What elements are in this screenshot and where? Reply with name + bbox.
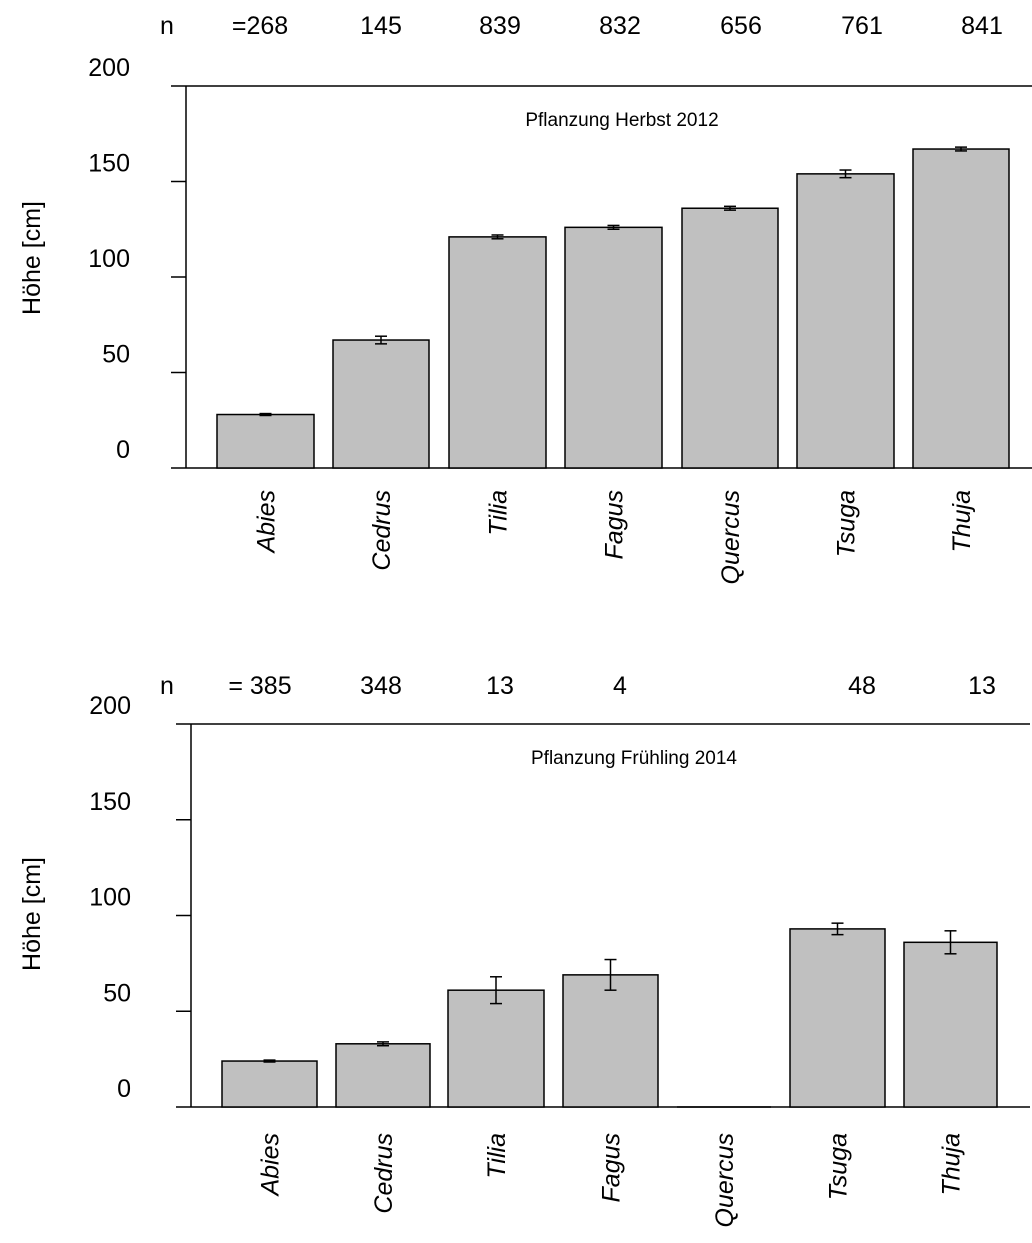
chart2-x-tick-label-quercus: Quercus <box>711 1133 739 1227</box>
chart1-x-tick-label-thuja: Thuja <box>948 490 976 553</box>
chart1-n-label-thuja: 841 <box>961 12 1003 40</box>
chart1-y-tick-label-100: 100 <box>88 245 130 273</box>
chart2-n-prefix: n <box>160 672 174 700</box>
chart1-n-label-quercus: 656 <box>720 12 762 40</box>
chart2-bar-cedrus <box>335 1043 431 1108</box>
chart2-x-tick-label-fagus: Fagus <box>598 1133 626 1202</box>
chart1-n-label-fagus: 832 <box>599 12 641 40</box>
chart2-x-tick-label-tilia: Tilia <box>483 1133 511 1179</box>
chart2-n-label-abies: = 385 <box>228 672 291 700</box>
chart1-n-label-tsuga: 761 <box>841 12 883 40</box>
chart1-y-tick-label-150: 150 <box>88 150 130 178</box>
chart1-y-tick-label-200: 200 <box>88 54 130 82</box>
chart2-bar-tilia <box>447 989 545 1108</box>
chart1-bar-tsuga <box>796 173 895 469</box>
chart2-n-label-cedrus: 348 <box>360 672 402 700</box>
chart2-n-label-tilia: 13 <box>486 672 514 700</box>
chart1-x-tick-label-tsuga: Tsuga <box>833 490 861 557</box>
chart1-y-tick-label-0: 0 <box>116 436 130 464</box>
chart2-bar-tsuga <box>789 928 886 1108</box>
chart2-y-axis-title: Höhe [cm] <box>18 857 46 971</box>
chart1-n-label-abies: =268 <box>232 12 288 40</box>
chart2-x-tick-label-tsuga: Tsuga <box>825 1133 853 1200</box>
chart2-x-tick-label-cedrus: Cedrus <box>370 1133 398 1214</box>
chart1-bar-tilia <box>448 236 547 469</box>
chart1-title: Pflanzung Herbst 2012 <box>525 110 718 131</box>
chart1-bar-quercus <box>681 207 779 469</box>
chart2-x-tick-label-abies: Abies <box>257 1133 285 1198</box>
chart2-y-tick-label-200: 200 <box>89 692 131 720</box>
chart2-title: Pflanzung Frühling 2014 <box>531 748 737 769</box>
chart2-y-tick-label-100: 100 <box>89 884 131 912</box>
chart2-n-label-fagus: 4 <box>613 672 627 700</box>
chart1-n-prefix: n <box>160 12 174 40</box>
chart2-y-tick-label-150: 150 <box>89 788 131 816</box>
chart1-bar-thuja <box>912 148 1010 469</box>
chart2-bar-thuja <box>903 941 998 1108</box>
chart2-x-tick-label-thuja: Thuja <box>938 1133 966 1196</box>
chart2-y-tick-label-0: 0 <box>117 1075 131 1103</box>
chart1-bar-cedrus <box>332 339 430 469</box>
chart1-y-axis-title: Höhe [cm] <box>18 201 46 315</box>
chart2-y-tick-label-50: 50 <box>103 979 131 1007</box>
chart2-bar-fagus <box>562 974 659 1108</box>
chart2-bar-abies <box>221 1060 318 1108</box>
chart2-n-label-tsuga: 48 <box>848 672 876 700</box>
chart1-bar-abies <box>216 413 315 469</box>
chart1-x-tick-label-cedrus: Cedrus <box>368 490 396 571</box>
chart1-x-tick-label-fagus: Fagus <box>601 490 629 559</box>
chart1-y-tick-label-50: 50 <box>102 341 130 369</box>
chart1-n-label-tilia: 839 <box>479 12 521 40</box>
chart1-x-tick-label-tilia: Tilia <box>485 490 513 536</box>
chart1-x-tick-label-abies: Abies <box>253 490 281 555</box>
chart1-n-label-cedrus: 145 <box>360 12 402 40</box>
chart1-x-tick-label-quercus: Quercus <box>717 490 745 584</box>
chart2-n-label-thuja: 13 <box>968 672 996 700</box>
chart1-bar-fagus <box>564 226 663 469</box>
